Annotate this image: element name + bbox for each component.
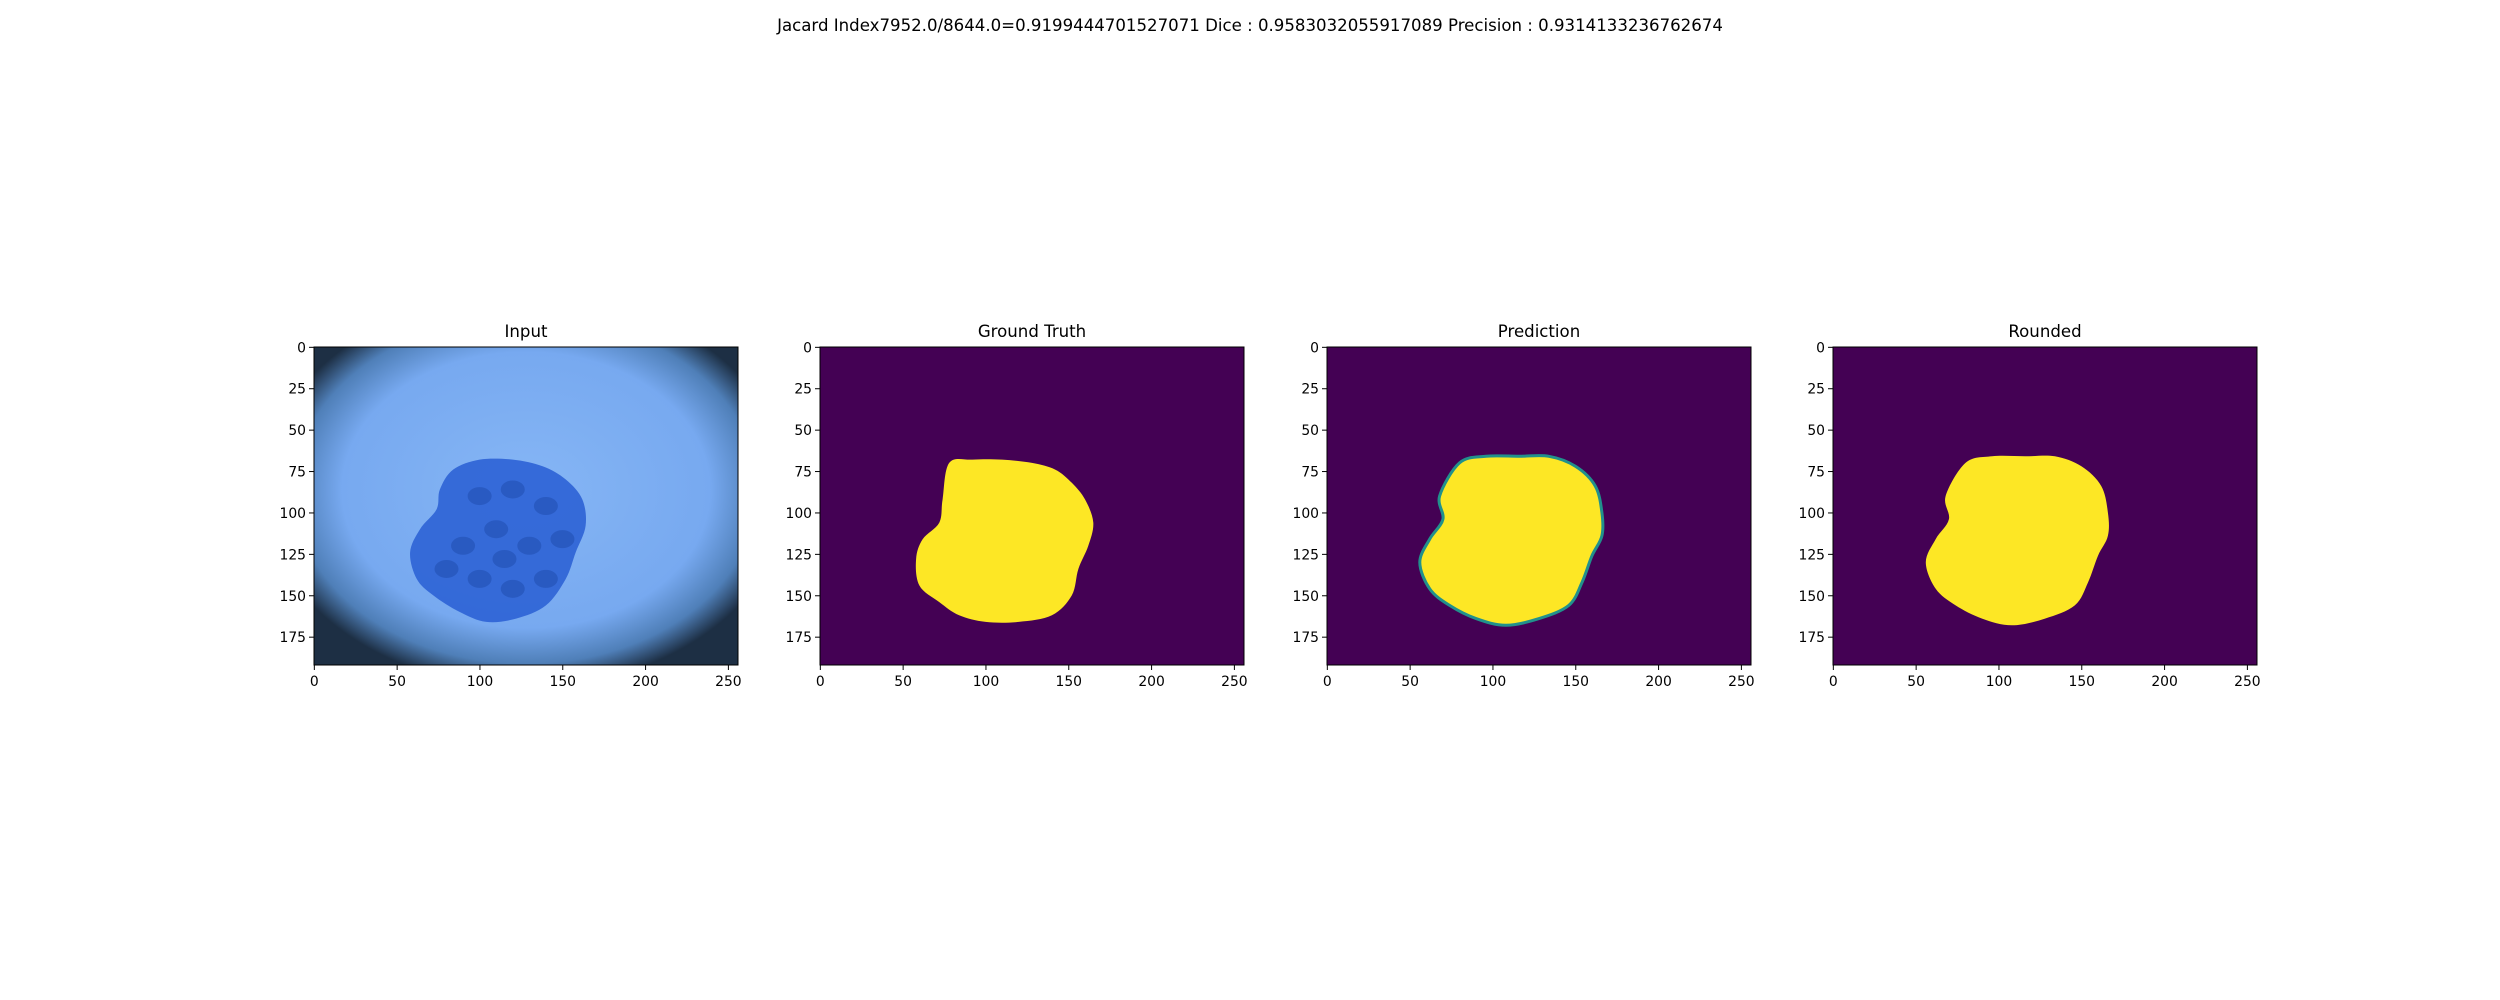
x-tick-label: 50: [1401, 674, 1419, 690]
y-tick-label: 150: [1292, 589, 1319, 605]
mask-background: [1327, 347, 1751, 665]
y-tick-label: 175: [1798, 630, 1825, 646]
x-tick-label: 250: [2234, 674, 2261, 690]
y-tick-label: 150: [785, 589, 812, 605]
x-tick-label: 250: [715, 674, 742, 690]
y-tick-label: 75: [288, 465, 306, 481]
y-tick-label: 75: [794, 465, 812, 481]
figure-suptitle: Jacard Index7952.0/8644.0=0.919944470152…: [777, 16, 1723, 35]
y-tick-label: 25: [1301, 382, 1319, 398]
y-tick-label: 0: [1816, 340, 1825, 356]
y-tick-label: 175: [279, 630, 306, 646]
y-tick-label: 50: [794, 423, 812, 439]
y-tick-label: 125: [785, 547, 812, 563]
panel-title: Prediction: [1497, 322, 1581, 341]
y-tick-label: 125: [1798, 547, 1825, 563]
x-tick-label: 0: [1829, 674, 1838, 690]
lesion-region: [410, 458, 587, 623]
x-tick-label: 0: [1323, 674, 1332, 690]
y-tick-label: 0: [803, 340, 812, 356]
y-tick-label: 50: [1301, 423, 1319, 439]
y-tick-label: 100: [1292, 506, 1319, 522]
x-tick-label: 0: [816, 674, 825, 690]
panel-title: Rounded: [2008, 322, 2082, 341]
mask-region: [1925, 455, 2109, 626]
panel-title: Input: [504, 322, 548, 341]
input-image: [314, 347, 738, 665]
y-tick-label: 125: [279, 547, 306, 563]
y-tick-label: 25: [1807, 382, 1825, 398]
mask-region: [1418, 454, 1605, 627]
x-tick-label: 150: [1563, 674, 1590, 690]
y-tick-label: 50: [1807, 423, 1825, 439]
y-tick-label: 125: [1292, 547, 1319, 563]
x-tick-label: 150: [2069, 674, 2096, 690]
x-tick-label: 200: [1138, 674, 1165, 690]
x-tick-label: 100: [1480, 674, 1507, 690]
x-tick-label: 50: [1907, 674, 1925, 690]
y-tick-label: 0: [1310, 340, 1319, 356]
y-tick-label: 25: [794, 382, 812, 398]
x-tick-label: 250: [1221, 674, 1248, 690]
x-tick-label: 250: [1728, 674, 1755, 690]
y-tick-label: 50: [288, 423, 306, 439]
mask-background: [820, 347, 1244, 665]
y-tick-label: 25: [288, 382, 306, 398]
y-tick-label: 75: [1301, 465, 1319, 481]
x-tick-label: 100: [973, 674, 1000, 690]
mask-region: [915, 458, 1094, 623]
y-tick-label: 100: [1798, 506, 1825, 522]
mask-background: [1833, 347, 2257, 665]
y-tick-label: 75: [1807, 465, 1825, 481]
x-tick-label: 200: [2151, 674, 2178, 690]
panel-title: Ground Truth: [977, 322, 1087, 341]
x-tick-label: 150: [550, 674, 577, 690]
y-tick-label: 100: [279, 506, 306, 522]
y-tick-label: 175: [785, 630, 812, 646]
x-tick-label: 200: [1645, 674, 1672, 690]
x-tick-label: 100: [1986, 674, 2013, 690]
y-tick-label: 175: [1292, 630, 1319, 646]
x-tick-label: 0: [310, 674, 319, 690]
y-tick-label: 150: [279, 589, 306, 605]
x-tick-label: 200: [632, 674, 659, 690]
x-tick-label: 150: [1056, 674, 1083, 690]
y-tick-label: 150: [1798, 589, 1825, 605]
y-tick-label: 0: [297, 340, 306, 356]
x-tick-label: 50: [388, 674, 406, 690]
x-tick-label: 100: [467, 674, 494, 690]
x-tick-label: 50: [894, 674, 912, 690]
y-tick-label: 100: [785, 506, 812, 522]
